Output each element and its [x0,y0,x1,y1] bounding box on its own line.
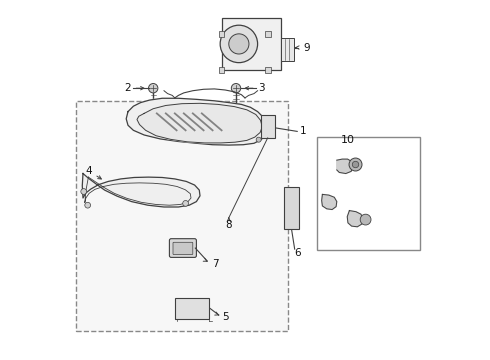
Circle shape [220,25,258,63]
Polygon shape [321,194,337,210]
Text: 1: 1 [300,126,306,136]
Bar [76,101,288,331]
Text: 4: 4 [85,166,92,176]
Bar [317,137,419,250]
Text: 5: 5 [222,312,229,322]
Circle shape [231,84,241,93]
Bar [221,18,281,70]
Circle shape [183,201,189,206]
Text: 9: 9 [304,42,310,53]
Circle shape [360,214,371,225]
Polygon shape [82,174,200,207]
Text: 10: 10 [342,135,355,145]
Bar [219,31,224,37]
Text: 3: 3 [258,83,265,93]
Bar [265,31,270,37]
Text: 7: 7 [212,258,219,269]
Text: 8: 8 [225,220,232,230]
Bar [284,187,299,229]
Bar [175,298,209,319]
Text: 6: 6 [294,248,301,258]
Polygon shape [126,98,267,145]
Circle shape [349,158,362,171]
Polygon shape [337,159,353,174]
Bar [265,67,270,73]
Circle shape [85,202,91,208]
Circle shape [229,34,249,54]
Polygon shape [137,103,262,143]
Bar [281,38,294,61]
Text: 2: 2 [124,83,131,93]
Circle shape [148,84,158,93]
FancyBboxPatch shape [173,242,193,255]
Circle shape [256,137,261,142]
Polygon shape [347,211,363,227]
Circle shape [81,189,87,194]
Circle shape [352,161,359,168]
Bar [261,115,275,138]
FancyBboxPatch shape [170,239,196,257]
Bar [219,67,224,73]
